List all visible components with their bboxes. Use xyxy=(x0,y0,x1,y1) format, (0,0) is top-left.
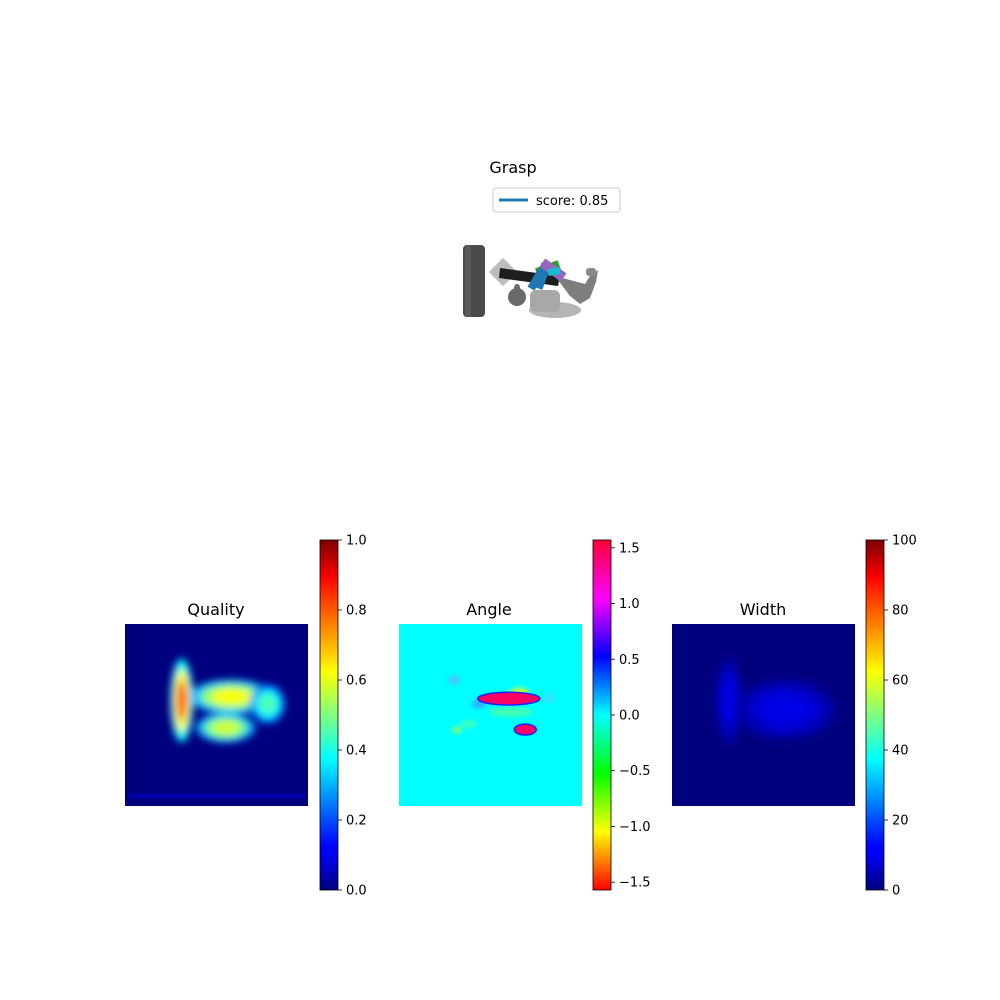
quality-colorbar-tick-label-5: 1.0 xyxy=(346,534,367,549)
angle-colorbar-tick-label-3: 0.0 xyxy=(619,709,640,724)
legend-box xyxy=(492,187,621,213)
quality-heatmap xyxy=(125,624,308,806)
width-colorbar-tick-label-0: 0 xyxy=(892,884,900,899)
width-title: Width xyxy=(740,600,786,619)
angle-blob-0 xyxy=(476,691,541,706)
width-chart: Width 0 20 40 60 80 100 xyxy=(672,534,917,899)
angle-colorbar-tick-label-2: −0.5 xyxy=(619,764,651,779)
quality-title: Quality xyxy=(187,600,244,619)
quality-colorbar-tick-label-1: 0.2 xyxy=(346,814,367,829)
quality-colorbar: 0.0 0.2 0.4 0.6 0.8 1.0 xyxy=(319,534,367,899)
angle-colorbar-tick-label-1: −1.0 xyxy=(619,820,651,835)
depth-scene-image xyxy=(463,245,598,318)
quality-blob-3 xyxy=(259,694,277,714)
angle-colorbar-tick-label-0: −1.5 xyxy=(619,876,651,891)
quality-colorbar-tick-label-0: 0.0 xyxy=(346,884,367,899)
angle-blob-1 xyxy=(513,723,537,736)
quality-colorbar-tick-label-4: 0.8 xyxy=(346,604,367,619)
angle-colorbar-tick-label-4: 0.5 xyxy=(619,653,640,668)
grasp-title: Grasp xyxy=(489,158,536,177)
grasp-panel: Grasp score: 0.85 xyxy=(463,158,621,318)
angle-colorbar-tick-label-5: 1.0 xyxy=(619,597,640,612)
quality-chart: Quality 0.0 0.2 0.4 0.6 0.8 1.0 xyxy=(125,534,367,899)
width-colorbar-tick-label-5: 100 xyxy=(892,534,917,549)
width-colorbar-tick-label-4: 80 xyxy=(892,604,909,619)
angle-colorbar-tick-label-6: 1.5 xyxy=(619,541,640,556)
angle-heatmap xyxy=(399,624,582,806)
grasp-rectangles xyxy=(527,258,567,291)
angle-title: Angle xyxy=(466,600,512,619)
quality-blob-2 xyxy=(211,720,240,735)
width-colorbar: 0 20 40 60 80 100 xyxy=(865,534,917,899)
width-colorbar-tick-label-2: 40 xyxy=(892,744,909,759)
quality-bottom-strip xyxy=(129,794,304,798)
quality-colorbar-tick-label-3: 0.6 xyxy=(346,674,367,689)
angle-colorbar: −1.5 −1.0 −0.5 0.0 0.5 1.0 1.5 xyxy=(592,539,651,891)
width-heatmap xyxy=(672,624,855,806)
quality-blob-1 xyxy=(210,688,252,706)
width-colorbar-tick-label-3: 60 xyxy=(892,674,909,689)
width-blob-1 xyxy=(761,695,810,724)
legend-label: score: 0.85 xyxy=(536,194,608,209)
angle-chart: Angle −1.5 −1.0 −0.5 0.0 0.5 1.0 1.5 xyxy=(399,539,651,891)
pear-object xyxy=(508,288,526,306)
quality-blob-0 xyxy=(176,680,188,721)
width-colorbar-tick-label-1: 20 xyxy=(892,814,909,829)
quality-colorbar-tick-label-2: 0.4 xyxy=(346,744,367,759)
width-blob-0 xyxy=(722,680,735,721)
grasp-legend: score: 0.85 xyxy=(492,187,621,213)
